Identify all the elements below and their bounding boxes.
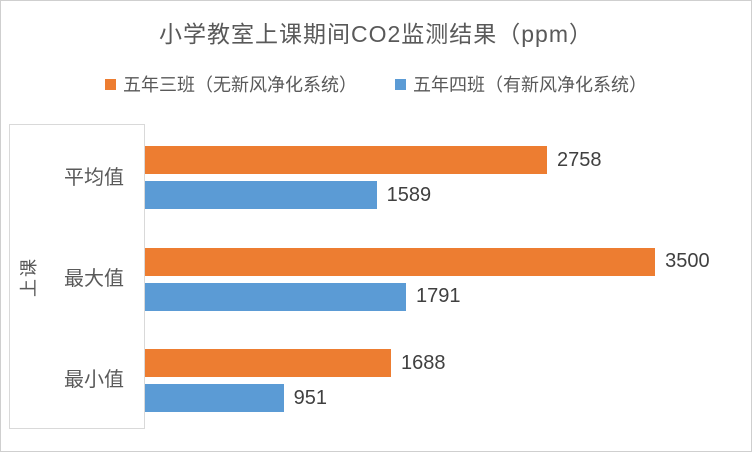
bar-group-max: 3500 1791 (145, 226, 728, 328)
legend-swatch-blue-icon (395, 78, 406, 90)
bar-row: 1589 (145, 181, 728, 209)
bar-row: 2758 (145, 146, 728, 174)
data-label-series2-min: 951 (293, 386, 327, 409)
axis-title-column: 上课 (10, 125, 46, 428)
bar-series2-min (145, 384, 284, 413)
legend-item-series2: 五年四班（有新风净化系统） (395, 71, 647, 97)
bar-series2-max (145, 282, 407, 311)
category-label-average: 平均值 (64, 167, 124, 189)
data-label-series1-max: 3500 (665, 250, 710, 273)
data-label-series2-average: 1589 (386, 183, 432, 206)
bar-series1-min (145, 349, 392, 378)
legend: 五年三班（无新风净化系统） 五年四班（有新风净化系统） (1, 71, 751, 97)
data-label-series1-average: 2758 (556, 148, 602, 171)
category-label-min: 最小值 (64, 369, 124, 391)
data-label-series1-min: 1688 (401, 351, 446, 374)
data-label-series2-max: 1791 (416, 285, 461, 308)
bar-series1-average (145, 146, 547, 174)
legend-label-series2: 五年四班（有新风净化系统） (413, 75, 647, 95)
legend-label-series1: 五年三班（无新风净化系统） (123, 75, 357, 95)
category-axis-title: 上课 (19, 256, 39, 297)
bar-row: 1791 (145, 282, 728, 311)
category-labels: 平均值 最大值 最小值 (46, 125, 144, 428)
chart-title: 小学教室上课期间CO2监测结果（ppm） (158, 21, 594, 47)
bar-group-average: 2758 1589 (145, 124, 728, 226)
category-label-max: 最大值 (64, 268, 124, 290)
plot-area: 2758 1589 3500 1791 1688 (145, 124, 728, 429)
bar-series1-max (145, 247, 656, 276)
legend-swatch-orange-icon (105, 78, 116, 90)
bar-row: 1688 (145, 349, 728, 378)
category-axis-box: 上课 平均值 最大值 最小值 (9, 124, 145, 429)
bar-row: 3500 (145, 247, 728, 276)
bar-group-min: 1688 951 (145, 327, 728, 429)
bar-row: 951 (145, 384, 728, 413)
bar-series2-average (145, 181, 377, 209)
legend-item-series1: 五年三班（无新风净化系统） (105, 71, 357, 97)
